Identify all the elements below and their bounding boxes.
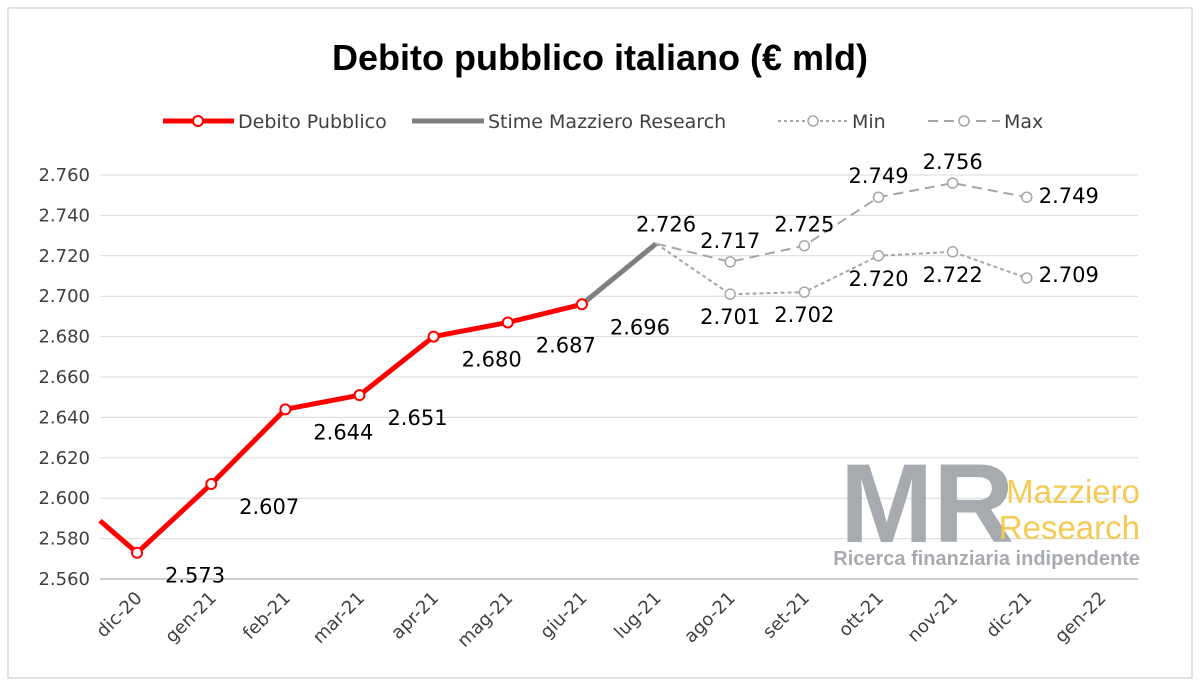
y-tick-label: 2.700 xyxy=(38,286,90,307)
data-label-debito: 2.651 xyxy=(387,406,447,430)
data-label-debito: 2.607 xyxy=(239,495,299,519)
data-label-debito: 2.644 xyxy=(313,420,373,444)
y-tick-label: 2.560 xyxy=(38,569,90,590)
legend-item-max: Max xyxy=(928,111,1043,133)
legend-item-stime: Stime Mazziero Research xyxy=(412,111,726,133)
y-tick-label: 2.640 xyxy=(38,407,90,428)
marker-max xyxy=(872,191,885,203)
legend-label-min: Min xyxy=(852,111,886,133)
chart-title: Debito pubblico italiano (€ mld) xyxy=(332,37,868,78)
y-tick-label: 2.680 xyxy=(38,327,90,348)
data-label-max: 2.749 xyxy=(1039,184,1099,208)
legend-marker-min xyxy=(807,115,819,127)
marker-debito xyxy=(131,546,144,559)
watermark-brand-line1: Mazziero xyxy=(1006,473,1140,510)
data-labels-layer: 2.573 2.607 2.644 2.651 2.680 2.687 2.696 2.726… xyxy=(165,150,1099,588)
watermark-tagline: Ricerca finanziaria indipendente xyxy=(833,548,1140,570)
marker-max xyxy=(1021,191,1033,203)
marker-debito xyxy=(353,389,366,402)
marker-min xyxy=(872,250,885,262)
marker-debito xyxy=(575,298,588,311)
marker-max xyxy=(798,239,811,252)
watermark-brand-line2: Research xyxy=(999,509,1140,546)
data-label-max: 2.725 xyxy=(774,213,834,237)
watermark-logo: MR Mazziero Research Ricerca finanziaria… xyxy=(833,441,1140,570)
marker-debito xyxy=(501,316,514,329)
y-axis-ticks: 2.560 2.580 2.600 2.620 2.640 2.660 2.680 2.700… xyxy=(38,165,90,590)
watermark-mr-glyph: MR xyxy=(840,441,1014,566)
series-line-stime xyxy=(580,241,658,307)
data-label-min: 2.722 xyxy=(923,263,983,287)
legend-item-min: Min xyxy=(778,111,886,133)
data-label-max: 2.749 xyxy=(848,164,908,188)
y-tick-label: 2.760 xyxy=(38,165,90,186)
marker-min xyxy=(724,288,736,300)
marker-debito xyxy=(205,478,218,491)
data-label-max: 2.756 xyxy=(923,150,983,174)
data-label-debito: 2.687 xyxy=(536,333,596,357)
data-label-debito: 2.573 xyxy=(165,564,225,588)
y-tick-label: 2.620 xyxy=(38,448,90,469)
series-layer xyxy=(98,177,1033,559)
data-label-min: 2.709 xyxy=(1039,263,1099,287)
legend-label-max: Max xyxy=(1004,111,1043,133)
legend-marker-max xyxy=(958,115,970,127)
marker-min xyxy=(946,246,959,258)
marker-max xyxy=(946,177,959,189)
data-label-min: 2.702 xyxy=(774,303,834,327)
y-tick-label: 2.580 xyxy=(38,529,90,550)
y-tick-label: 2.600 xyxy=(38,488,90,509)
data-label-min: 2.701 xyxy=(700,305,760,329)
data-label-min: 2.720 xyxy=(848,267,908,291)
series-line-min xyxy=(655,242,1028,296)
legend: Debito Pubblico Stime Mazziero Research … xyxy=(163,111,1043,133)
y-tick-label: 2.720 xyxy=(38,246,90,267)
marker-min xyxy=(1021,272,1033,284)
legend-label-debito: Debito Pubblico xyxy=(238,111,387,133)
data-label-debito: 2.680 xyxy=(462,348,522,372)
series-line-debito xyxy=(98,301,583,556)
data-label-stime: 2.726 xyxy=(636,213,696,237)
data-label-debito: 2.696 xyxy=(610,315,670,339)
data-label-max: 2.717 xyxy=(700,229,760,253)
legend-item-debito: Debito Pubblico xyxy=(163,111,387,133)
marker-debito xyxy=(279,403,292,416)
marker-max xyxy=(724,256,736,268)
marker-min xyxy=(798,286,811,298)
series-line-max xyxy=(655,182,1027,263)
marker-debito xyxy=(427,330,440,343)
legend-label-stime: Stime Mazziero Research xyxy=(488,111,726,133)
legend-marker-debito xyxy=(192,115,204,127)
y-tick-label: 2.740 xyxy=(38,205,90,226)
y-tick-label: 2.660 xyxy=(38,367,90,388)
